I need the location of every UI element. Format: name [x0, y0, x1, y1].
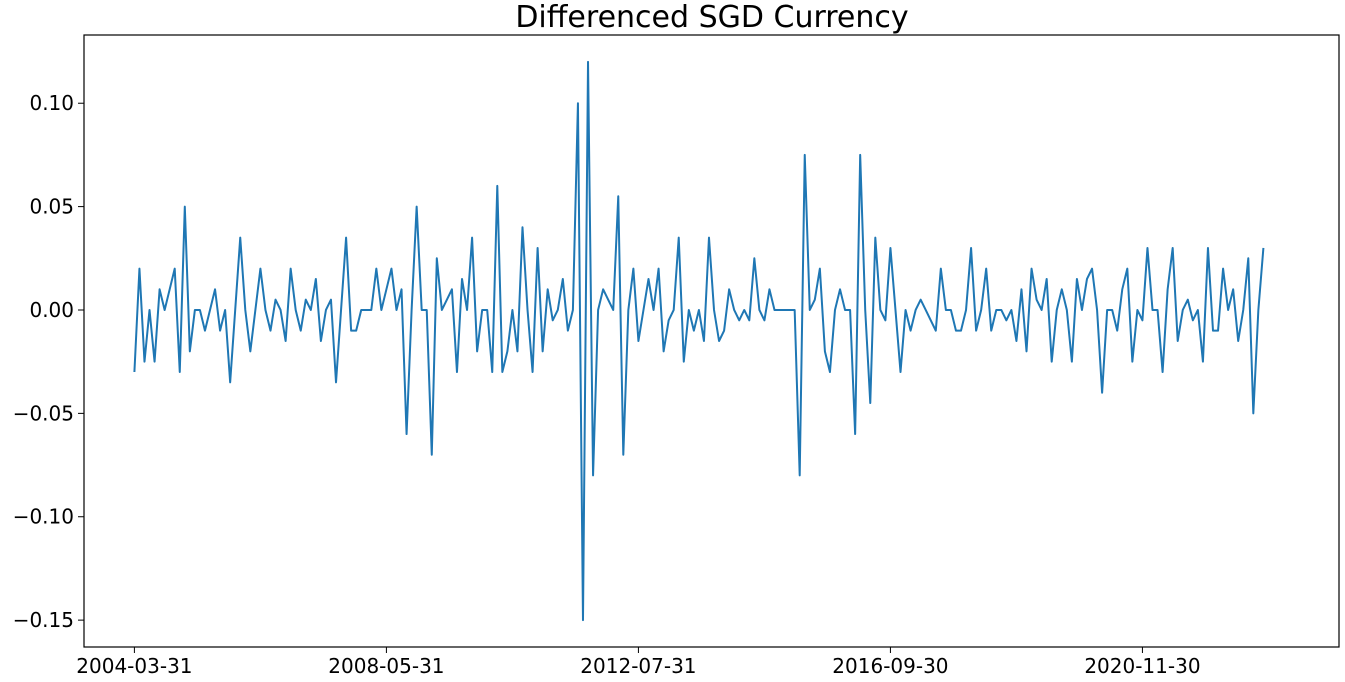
- y-tick-label: 0.10: [29, 91, 74, 115]
- x-axis: 2004-03-31 2008-05-31 2012-07-31 2016-09-30…: [76, 647, 1201, 678]
- x-tick-label: 2004-03-31: [76, 654, 192, 678]
- y-tick-label: −0.05: [13, 401, 74, 425]
- x-tick-label: 2012-07-31: [580, 654, 696, 678]
- y-tick-label: 0.00: [29, 298, 74, 322]
- series-layer: [133, 60, 1265, 622]
- y-axis: −0.15 −0.10 −0.05 0.00 0.05 0.10: [13, 91, 84, 632]
- y-tick-label: −0.15: [13, 608, 74, 632]
- y-tick-label: 0.05: [29, 195, 74, 219]
- chart-title: Differenced SGD Currency: [515, 0, 908, 35]
- series-line: [133, 60, 1265, 622]
- y-tick-label: −0.10: [13, 505, 74, 529]
- x-tick-label: 2016-09-30: [832, 654, 948, 678]
- x-tick-label: 2008-05-31: [328, 654, 444, 678]
- plot-area-frame: [83, 34, 1340, 648]
- x-tick-label: 2020-11-30: [1084, 654, 1200, 678]
